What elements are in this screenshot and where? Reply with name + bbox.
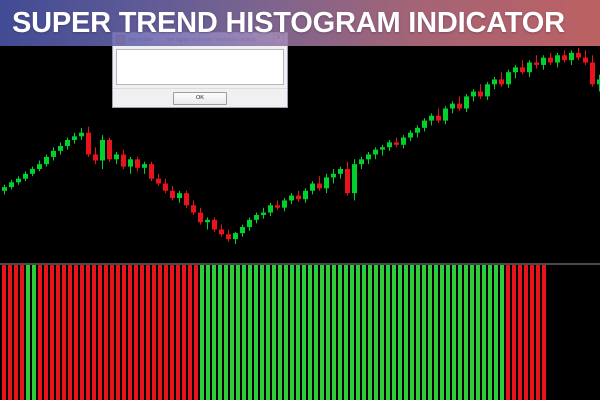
histogram-indicator-panel[interactable] bbox=[0, 265, 600, 400]
page-title: SUPER TREND HISTOGRAM INDICATOR bbox=[12, 6, 565, 39]
candlestick-chart bbox=[2, 48, 600, 244]
title-banner: SUPER TREND HISTOGRAM INDICATOR bbox=[0, 0, 600, 46]
dialog-footer: OK bbox=[113, 88, 287, 107]
dialog-message-area bbox=[116, 49, 284, 85]
super-trend-histogram bbox=[2, 265, 546, 400]
panel-divider bbox=[0, 263, 600, 265]
ok-button[interactable]: OK bbox=[173, 91, 227, 105]
dialog-message-text bbox=[117, 50, 283, 56]
